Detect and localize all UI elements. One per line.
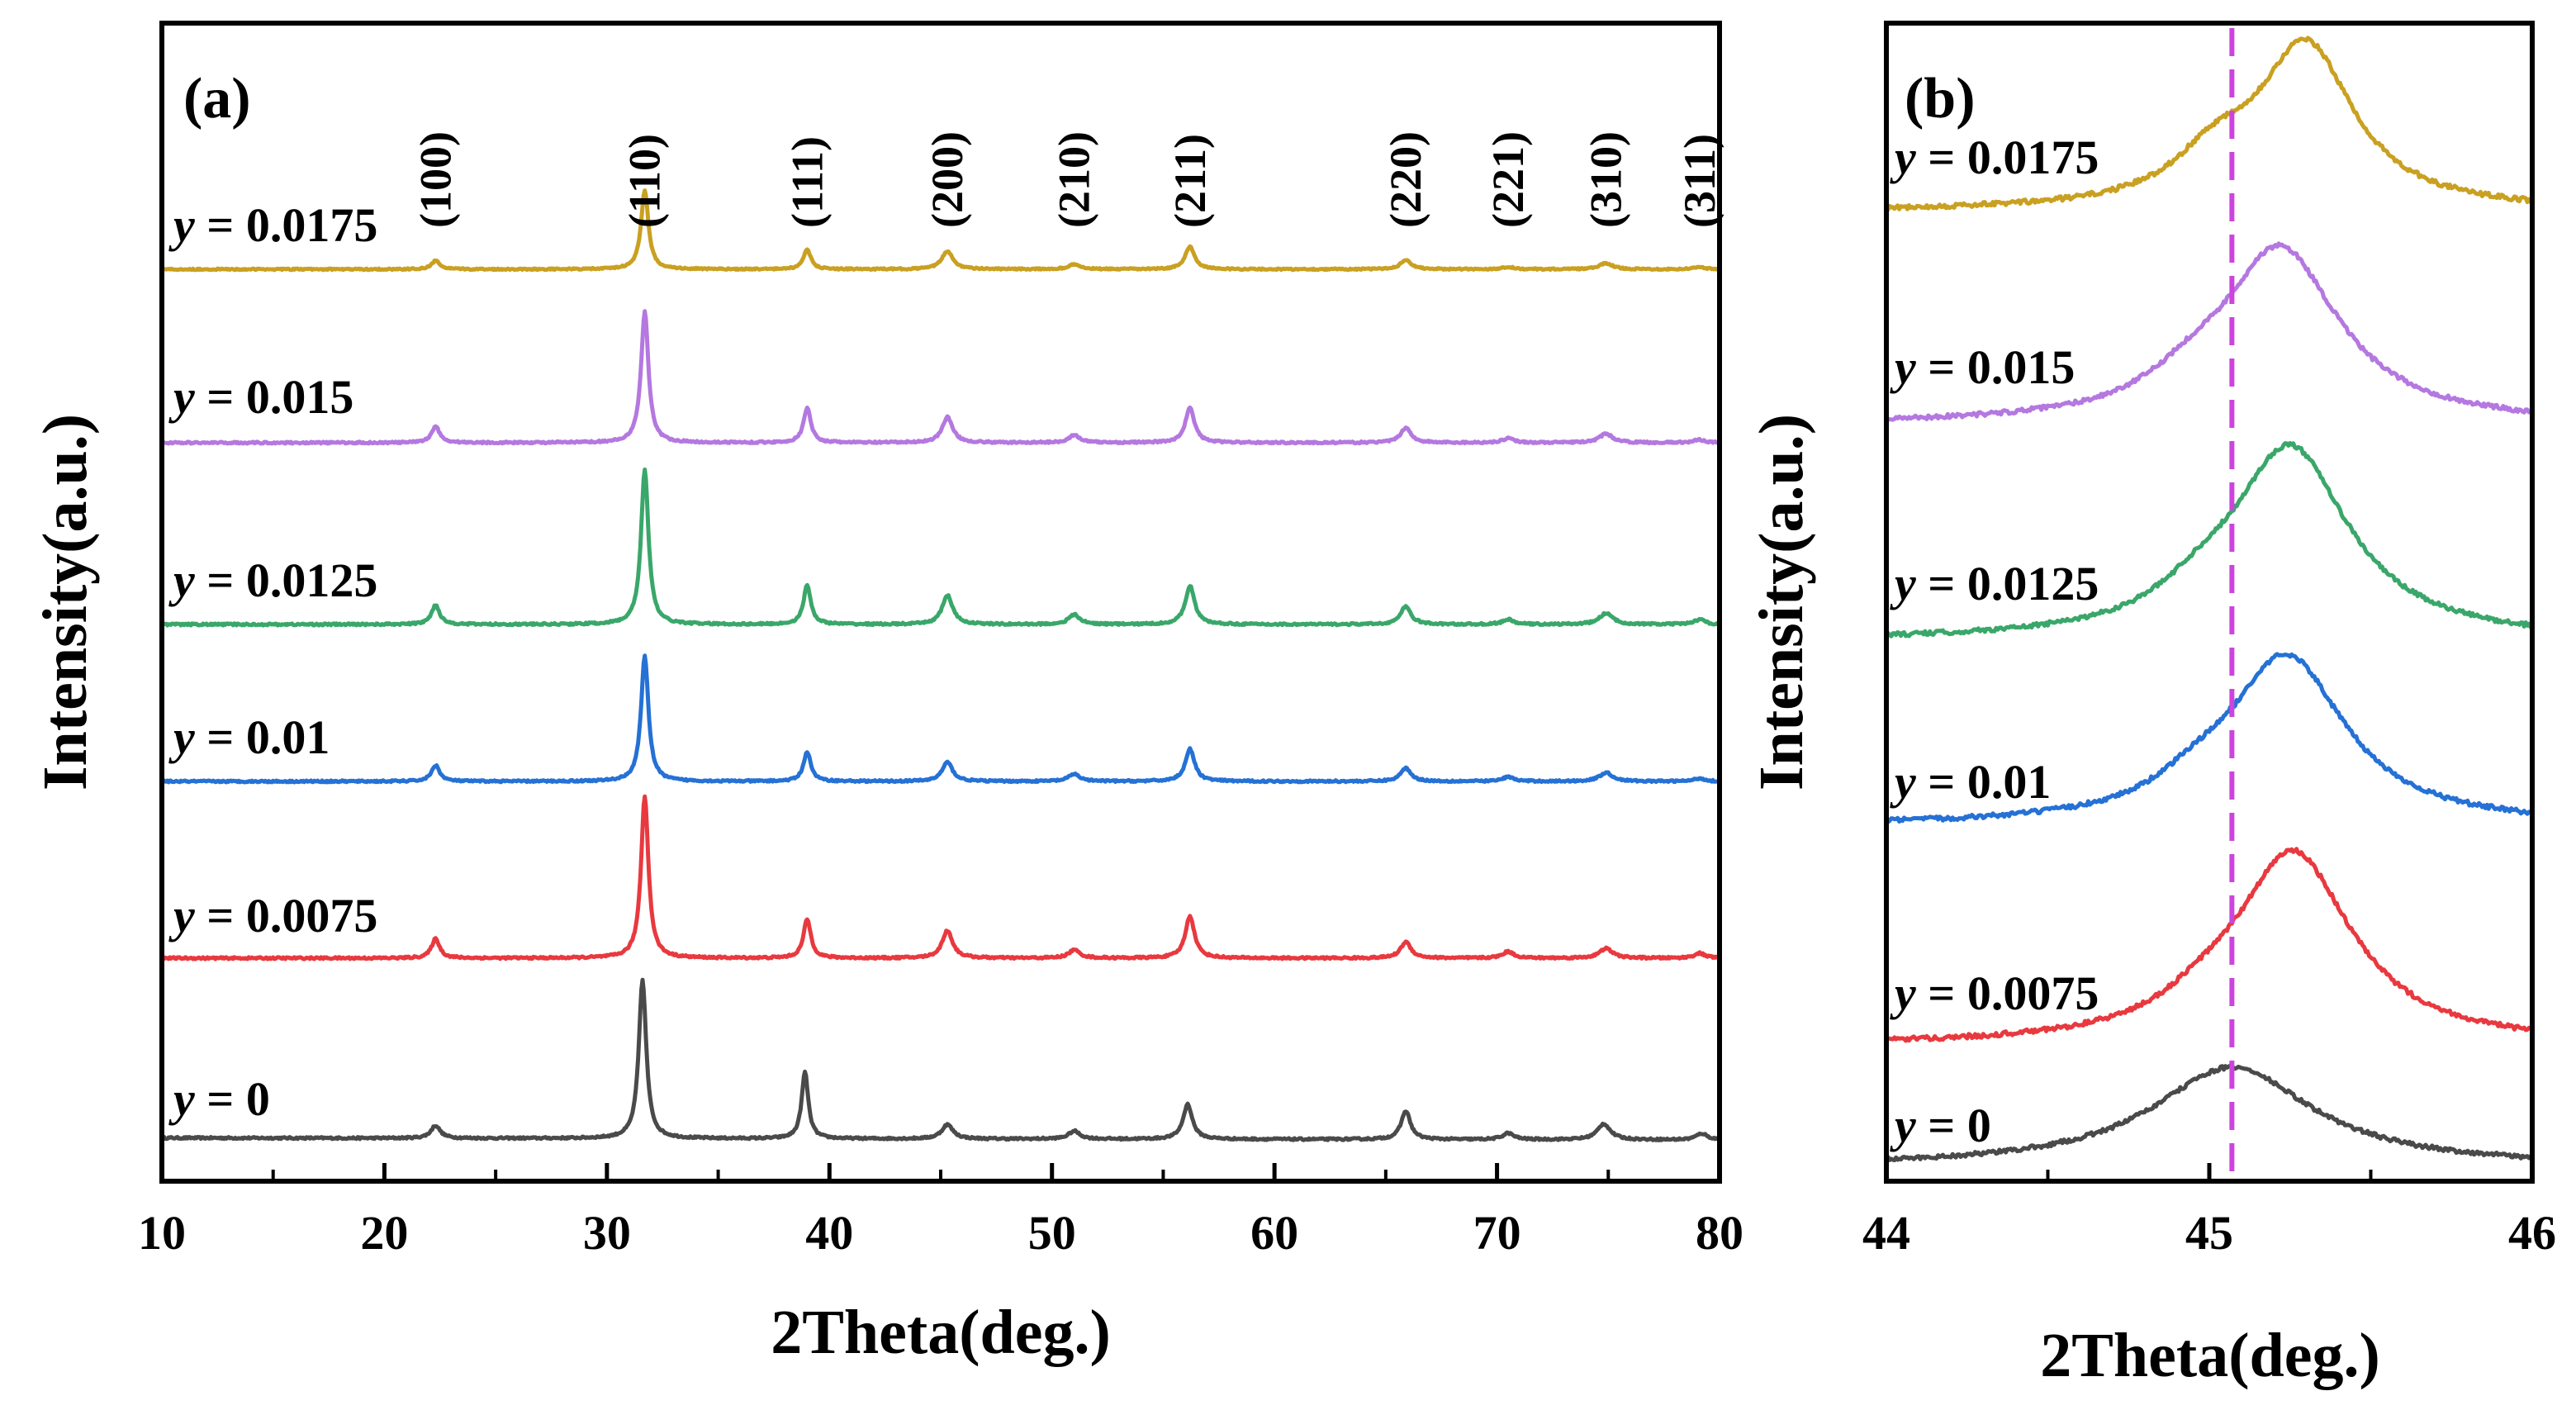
series-label: y = 0.0175 <box>168 198 377 252</box>
series-label: y = 0.0075 <box>168 889 377 942</box>
series-label: y = 0.0075 <box>1890 966 2099 1020</box>
series-line <box>1885 652 2533 824</box>
peak-label: (220) <box>1381 131 1430 228</box>
x-tick-label: 70 <box>1473 1206 1521 1260</box>
panel-a-peak-labels: (100) (110) (111) (200) (210) (211) (220) (221)… <box>410 131 1724 228</box>
panel-a-y-axis-label: Intensity(a.u.) <box>31 414 100 790</box>
series-line <box>1886 440 2535 639</box>
peak-label: (211) <box>1165 134 1215 228</box>
series-line <box>1884 1063 2534 1163</box>
series-line <box>160 188 1721 273</box>
panel-a-x-axis-label: 2Theta(deg.) <box>771 1298 1111 1367</box>
x-tick-label: 50 <box>1028 1206 1076 1260</box>
peak-label: (210) <box>1050 131 1099 228</box>
panel-a-traces <box>160 188 1722 1142</box>
x-tick-label: 46 <box>2508 1206 2556 1260</box>
peak-label: (200) <box>923 131 972 228</box>
panel-b: y = 0 y = 0.0075 y = 0.01 y = 0.0125 y = 0.0… <box>1747 21 2556 1390</box>
series-label: y = 0 <box>1890 1099 1991 1152</box>
peak-label: (311) <box>1675 134 1724 228</box>
x-tick-label: 60 <box>1250 1206 1298 1260</box>
series-label: y = 0 <box>168 1072 270 1126</box>
panel-b-traces <box>1884 36 2535 1163</box>
series-line <box>160 653 1721 785</box>
peak-label: (310) <box>1582 131 1631 228</box>
x-tick-label: 30 <box>583 1206 631 1260</box>
panel-a-x-ticks: 10 20 30 40 50 60 70 80 <box>138 1163 1743 1260</box>
panel-a-frame <box>159 21 1722 1184</box>
peak-label: (111) <box>782 136 832 228</box>
panel-b-label: (b) <box>1905 67 1976 131</box>
series-label: y = 0.01 <box>168 710 330 764</box>
peak-label: (221) <box>1483 131 1533 228</box>
x-tick-label: 20 <box>360 1206 408 1260</box>
series-line <box>1885 847 2533 1043</box>
series-label: y = 0.015 <box>1890 340 2075 394</box>
x-tick-label: 45 <box>2185 1206 2233 1260</box>
series-label: y = 0.0125 <box>1890 557 2099 610</box>
x-tick-label: 80 <box>1696 1206 1743 1260</box>
panel-b-y-axis-label: Intensity(a.u.) <box>1747 414 1816 790</box>
panel-b-series-labels: y = 0 y = 0.0075 y = 0.01 y = 0.0125 y = 0.0… <box>1890 131 2099 1152</box>
panel-a: y = 0 y = 0.0075 y = 0.01 y = 0.0125 y = 0.0… <box>31 21 1743 1367</box>
series-label: y = 0.015 <box>168 370 353 424</box>
series-label: y = 0.0175 <box>1890 131 2099 184</box>
panel-a-label: (a) <box>183 67 251 131</box>
x-tick-label: 44 <box>1862 1206 1910 1260</box>
x-tick-label: 40 <box>805 1206 853 1260</box>
series-line <box>1884 36 2535 212</box>
series-label: y = 0.0125 <box>168 553 377 607</box>
panel-b-x-ticks: 44 45 46 <box>1862 1163 2556 1260</box>
series-line <box>160 309 1721 446</box>
panel-a-series-labels: y = 0 y = 0.0075 y = 0.01 y = 0.0125 y = 0.0… <box>168 198 377 1126</box>
series-line <box>160 468 1721 628</box>
panel-b-x-axis-label: 2Theta(deg.) <box>2040 1321 2380 1390</box>
series-line <box>1884 241 2533 422</box>
series-line <box>160 794 1722 961</box>
peak-label: (100) <box>410 131 460 228</box>
series-label: y = 0.01 <box>1890 755 2051 809</box>
peak-label: (110) <box>620 134 670 228</box>
x-tick-label: 10 <box>138 1206 186 1260</box>
series-line <box>160 977 1721 1142</box>
panel-b-frame <box>1884 21 2535 1184</box>
